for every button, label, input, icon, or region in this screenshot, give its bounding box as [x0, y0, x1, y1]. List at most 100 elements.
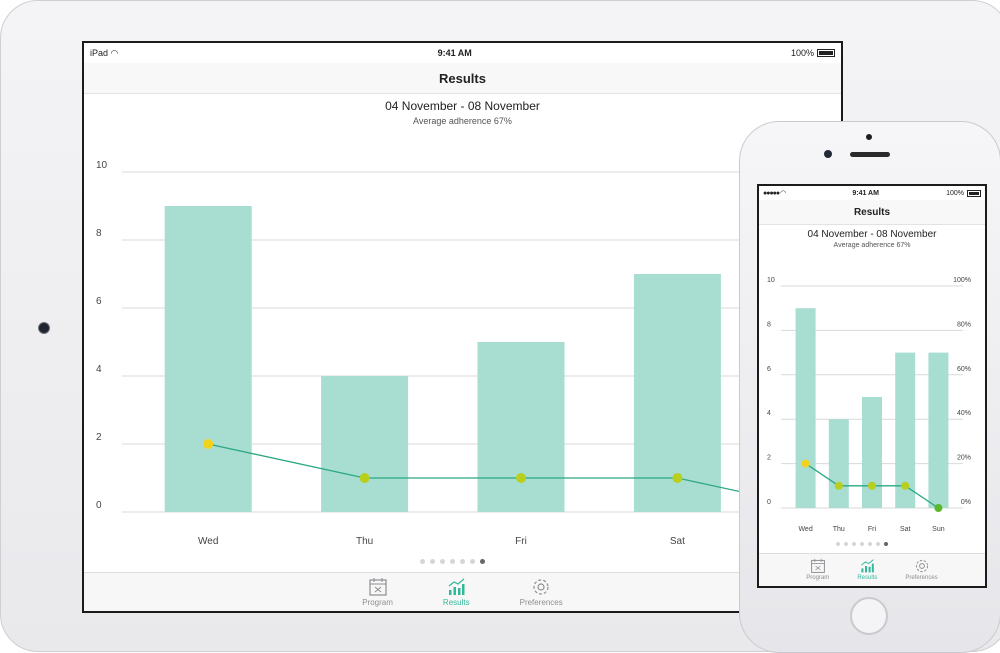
home-button[interactable]: [850, 597, 888, 635]
y-tick-label: 0: [96, 500, 102, 511]
page-dot[interactable]: [868, 542, 872, 546]
speaker-grille: [850, 152, 890, 157]
y-tick-label: 10: [767, 277, 775, 284]
chart-icon: [861, 559, 875, 573]
y-tick-label: 4: [767, 410, 771, 417]
camera-icon: [824, 150, 832, 158]
gear-icon: [533, 579, 549, 595]
y-tick-label: 2: [767, 455, 771, 462]
tab-label: Preferences: [905, 575, 938, 581]
nav-title: Results: [759, 200, 985, 225]
y2-tick-label: 40%: [957, 410, 971, 417]
adherence-point: [834, 481, 843, 490]
adherence-point: [203, 439, 214, 449]
y-tick-label: 2: [96, 432, 102, 443]
tab-label: Preferences: [519, 598, 563, 607]
page-dot[interactable]: [876, 542, 880, 546]
tab-results[interactable]: Results: [443, 573, 470, 611]
page-dot[interactable]: [420, 559, 425, 564]
carrier-label: iPad: [90, 47, 109, 58]
page-dot[interactable]: [480, 559, 485, 564]
page-dot[interactable]: [836, 542, 840, 546]
adherence-point: [672, 473, 683, 483]
status-time: 9:41 AM: [852, 189, 879, 197]
adherence-point: [868, 481, 876, 490]
status-bar: iPad ◠ 9:41 AM 100%: [84, 43, 841, 63]
tab-program[interactable]: Program: [362, 573, 393, 611]
bar: [321, 376, 409, 512]
bar: [895, 352, 916, 508]
x-tick-label: Fri: [515, 536, 527, 547]
page-dot[interactable]: [860, 542, 864, 546]
page-indicator[interactable]: [836, 542, 888, 546]
battery-percent: 100%: [790, 48, 814, 58]
tab-label: Results: [857, 575, 878, 581]
x-tick-label: Thu: [833, 526, 845, 533]
x-tick-label: Sat: [670, 536, 685, 547]
page-dot[interactable]: [430, 559, 435, 564]
x-tick-label: Sun: [932, 526, 945, 533]
page-dot[interactable]: [460, 559, 465, 564]
page-dot[interactable]: [844, 542, 848, 546]
y-tick-label: 6: [767, 366, 771, 373]
tab-program[interactable]: Program: [806, 554, 829, 586]
tab-preferences[interactable]: Preferences: [905, 554, 938, 586]
chart-icon: [448, 578, 465, 595]
sensor-icon: [866, 134, 872, 140]
page-dot[interactable]: [450, 559, 455, 564]
adherence-point: [901, 481, 910, 490]
status-time: 9:41 AM: [437, 48, 472, 58]
y-tick-label: 8: [96, 228, 102, 239]
page-dot[interactable]: [884, 542, 888, 546]
y-tick-label: 6: [96, 296, 102, 307]
page-dot[interactable]: [470, 559, 475, 564]
results-chart: 0 0% 2 20% 4 40% 6 60% 8 80% 10 100% Wed Thu Fri Sat Sun: [767, 277, 971, 533]
calendar-icon: [368, 578, 387, 596]
iphone-device: ●●●●● ◠ 9:41 AM 100% Results 04 November…: [739, 121, 1000, 653]
bar: [633, 274, 721, 512]
adherence-point: [359, 473, 370, 483]
calendar-icon: [810, 558, 825, 573]
y-tick-label: 4: [96, 364, 102, 375]
bar: [164, 206, 252, 512]
page-dot[interactable]: [440, 559, 445, 564]
adherence-point: [516, 473, 526, 483]
battery-icon: [966, 189, 981, 197]
tab-bar: Program Results Preferences: [84, 572, 841, 611]
page-indicator[interactable]: [420, 559, 485, 564]
x-tick-label: Sat: [900, 526, 911, 533]
page-dot[interactable]: [852, 542, 856, 546]
y2-tick-label: 100%: [953, 277, 971, 284]
y2-tick-label: 20%: [957, 455, 971, 462]
signal-icon: ●●●●● ◠: [763, 190, 786, 197]
bar: [828, 419, 849, 508]
tab-bar: Program Results Preferences: [759, 553, 985, 586]
camera-icon: [38, 322, 50, 334]
bar: [862, 397, 882, 508]
date-range: 04 November - 08 November: [385, 99, 540, 113]
x-tick-label: Fri: [868, 526, 877, 533]
bar: [795, 308, 816, 508]
wifi-icon: ◠: [110, 47, 119, 58]
bar: [928, 352, 949, 508]
nav-title: Results: [84, 63, 841, 94]
y2-tick-label: 0%: [961, 499, 971, 506]
tab-preferences[interactable]: Preferences: [520, 573, 563, 611]
average-adherence: Average adherence 67%: [413, 116, 512, 126]
tab-results[interactable]: Results: [857, 554, 877, 586]
y2-tick-label: 80%: [957, 321, 971, 328]
y-tick-label: 10: [96, 160, 108, 171]
bar: [477, 342, 565, 512]
tab-label: Program: [806, 575, 830, 581]
x-tick-label: Thu: [356, 536, 373, 547]
x-tick-label: Wed: [798, 526, 812, 533]
ipad-screen: iPad ◠ 9:41 AM 100% Results 04 November …: [82, 41, 843, 613]
battery-percent: 100%: [946, 189, 964, 197]
y2-tick-label: 60%: [957, 366, 971, 373]
y-tick-label: 0: [767, 499, 771, 506]
gear-icon: [915, 559, 928, 573]
adherence-point: [934, 504, 943, 512]
battery-icon: [816, 49, 835, 57]
iphone-screen: ●●●●● ◠ 9:41 AM 100% Results 04 November…: [757, 184, 987, 588]
average-adherence: Average adherence 67%: [833, 242, 911, 249]
